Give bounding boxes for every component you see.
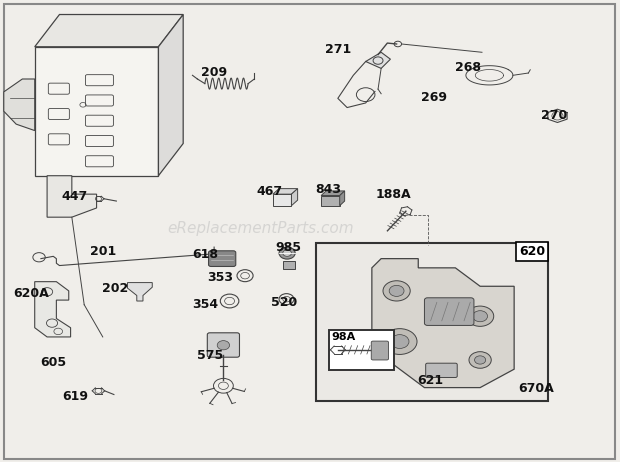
Text: 467: 467 <box>257 185 283 198</box>
FancyBboxPatch shape <box>207 333 239 357</box>
Text: 269: 269 <box>421 91 447 104</box>
Text: 268: 268 <box>454 61 480 74</box>
Circle shape <box>466 306 494 326</box>
Circle shape <box>383 281 410 301</box>
Text: 353: 353 <box>207 271 233 284</box>
Text: 843: 843 <box>316 183 342 196</box>
Polygon shape <box>321 191 345 195</box>
Text: 202: 202 <box>102 282 128 295</box>
Polygon shape <box>47 176 97 217</box>
Text: 209: 209 <box>201 66 227 79</box>
Text: 618: 618 <box>192 248 218 261</box>
FancyBboxPatch shape <box>329 329 394 370</box>
FancyBboxPatch shape <box>371 341 389 360</box>
Text: 98A: 98A <box>332 332 356 342</box>
Polygon shape <box>35 282 71 337</box>
Text: 620: 620 <box>519 245 545 258</box>
Text: eReplacementParts.com: eReplacementParts.com <box>167 221 354 236</box>
Text: 520: 520 <box>271 296 297 309</box>
Polygon shape <box>372 259 514 388</box>
Text: 620A: 620A <box>14 287 50 300</box>
Polygon shape <box>159 14 183 176</box>
Polygon shape <box>321 195 340 206</box>
Circle shape <box>217 340 229 350</box>
Text: 619: 619 <box>62 390 88 403</box>
FancyBboxPatch shape <box>208 251 236 267</box>
Circle shape <box>279 247 295 259</box>
Text: 354: 354 <box>192 298 218 311</box>
Circle shape <box>469 352 491 368</box>
Polygon shape <box>35 47 159 176</box>
Text: 621: 621 <box>417 374 444 387</box>
Polygon shape <box>273 194 291 206</box>
Polygon shape <box>291 188 298 206</box>
Polygon shape <box>35 14 183 47</box>
Polygon shape <box>340 191 345 206</box>
Polygon shape <box>273 188 298 194</box>
Text: 985: 985 <box>275 241 301 254</box>
Polygon shape <box>4 79 35 131</box>
Circle shape <box>474 356 485 364</box>
Circle shape <box>389 286 404 297</box>
Text: 271: 271 <box>325 43 351 55</box>
Text: 188A: 188A <box>376 188 411 201</box>
Circle shape <box>283 250 291 256</box>
Text: 447: 447 <box>62 190 88 203</box>
Text: 270: 270 <box>541 109 567 122</box>
Circle shape <box>472 310 487 322</box>
Text: 575: 575 <box>197 349 223 362</box>
Polygon shape <box>283 261 295 269</box>
Polygon shape <box>128 283 153 301</box>
FancyBboxPatch shape <box>426 363 457 377</box>
Text: 201: 201 <box>90 245 116 258</box>
Polygon shape <box>366 52 391 68</box>
Circle shape <box>391 334 409 348</box>
FancyBboxPatch shape <box>316 243 548 401</box>
Text: 605: 605 <box>40 356 66 369</box>
FancyBboxPatch shape <box>425 298 474 325</box>
Circle shape <box>383 328 417 354</box>
Text: 670A: 670A <box>518 382 554 395</box>
